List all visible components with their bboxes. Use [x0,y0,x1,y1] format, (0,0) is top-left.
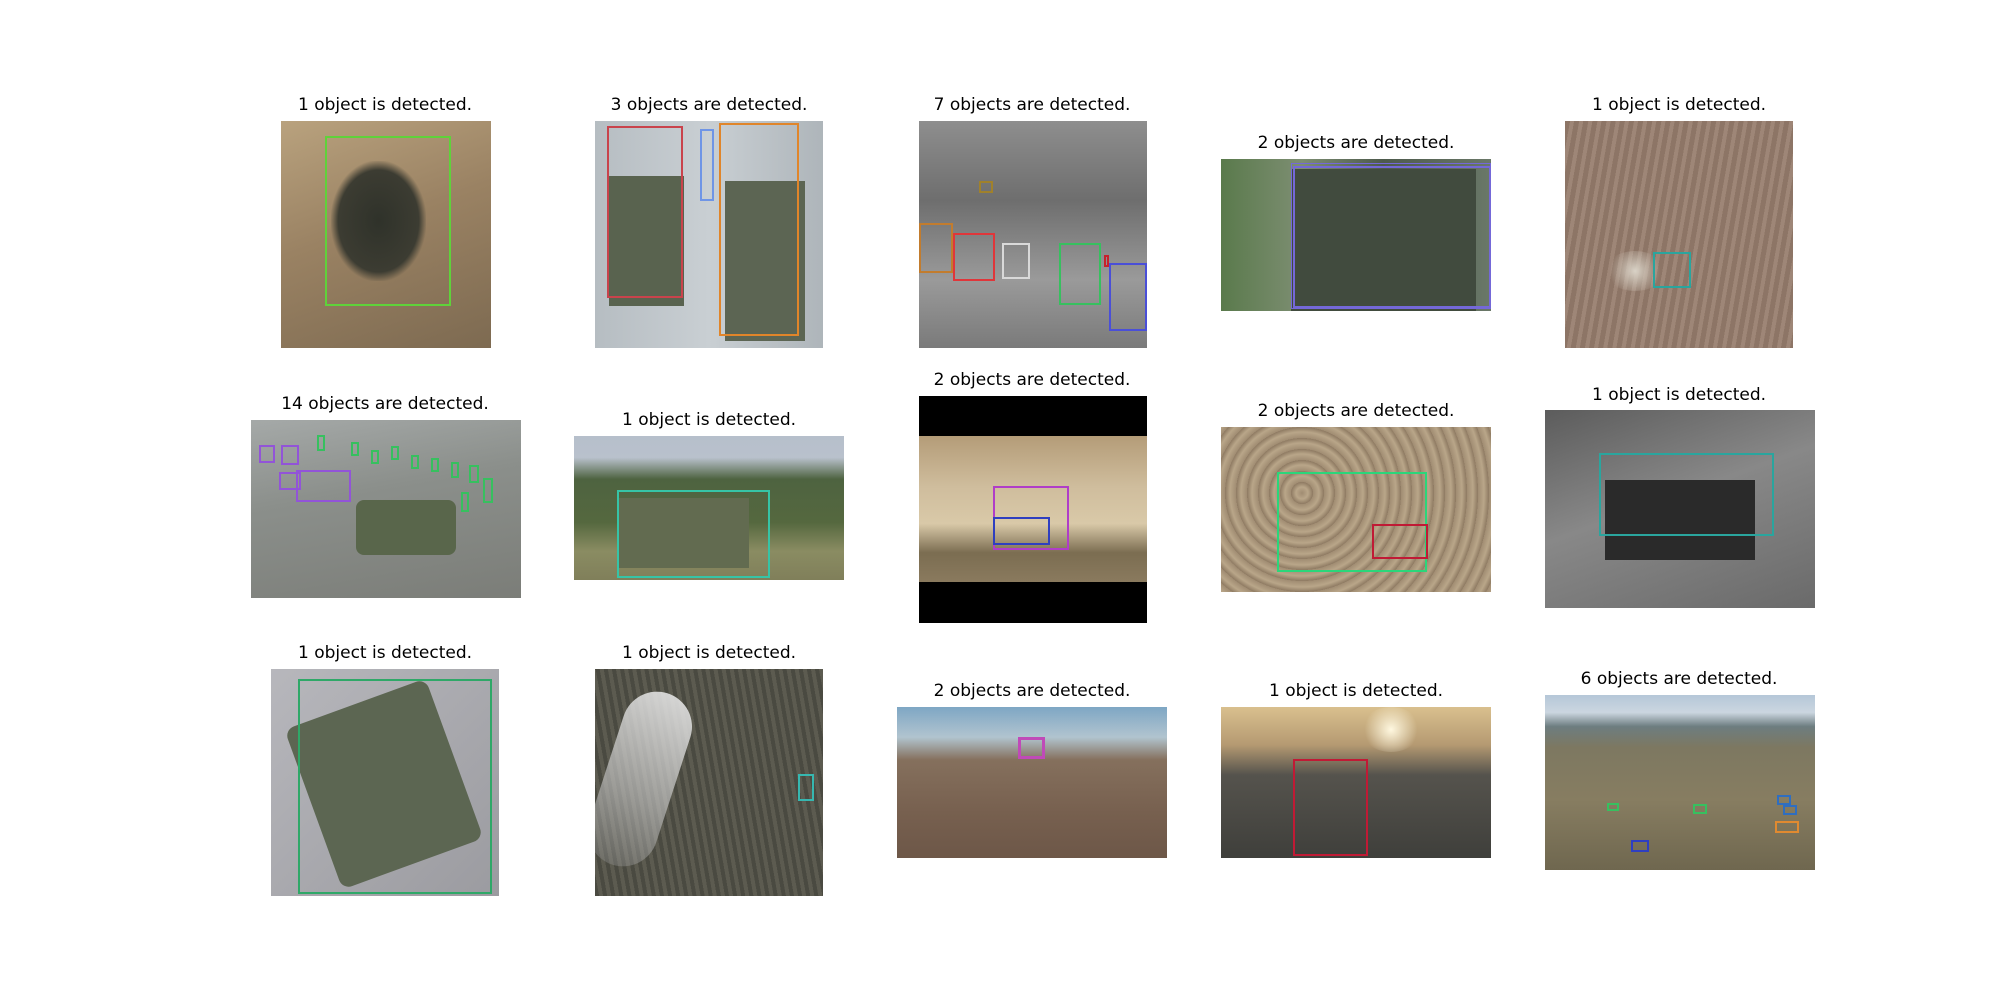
panel-caption: 1 object is detected. [1268,681,1444,701]
detection-box [298,679,492,894]
detection-box [1693,804,1707,814]
panel-caption: 3 objects are detected. [610,95,808,115]
detection-image [897,707,1167,858]
detection-box [1293,759,1368,856]
detection-box [798,774,814,801]
panel-caption: 1 object is detected. [1591,95,1767,115]
detection-box [411,455,419,469]
detection-box [469,465,479,483]
detection-box [259,445,275,463]
panel-caption: 7 objects are detected. [933,95,1131,115]
panel-caption: 1 object is detected. [621,410,797,430]
detection-image [595,669,823,896]
detection-image [1565,121,1793,348]
panel-caption: 2 objects are detected. [1257,401,1455,421]
detection-image [1221,159,1491,311]
detection-box [1775,821,1799,833]
detection-box [700,129,714,201]
detection-image [281,121,491,348]
detection-image [271,669,499,896]
detection-box [607,126,683,298]
detection-box [1020,739,1043,757]
detection-image [919,396,1147,623]
detection-box [979,181,993,193]
detection-image [574,436,844,580]
panel-caption: 1 object is detected. [297,95,473,115]
detection-box [351,442,359,456]
detection-box [1783,805,1797,815]
detection-box [953,233,995,281]
detection-box [391,446,399,460]
detection-image [1221,427,1491,592]
detection-box [1109,263,1147,331]
detection-image [1221,707,1491,858]
detection-box [371,450,379,464]
detection-image [1545,410,1815,608]
detection-box [1777,795,1791,805]
detection-box [483,478,493,503]
detection-image [919,121,1147,348]
detection-image [1545,695,1815,870]
detection-box [1653,252,1691,288]
panel-caption: 14 objects are detected. [281,394,489,414]
detection-image [595,121,823,348]
detection-box [719,123,799,336]
detection-box [993,517,1050,545]
detection-box [317,435,325,451]
detection-box [451,462,459,478]
detection-box [1291,163,1491,309]
detection-box [617,490,770,578]
detection-box [1372,524,1428,559]
panel-caption: 6 objects are detected. [1580,669,1778,689]
detection-image [251,420,521,598]
detection-box [281,445,299,465]
panel-caption: 2 objects are detected. [1257,133,1455,153]
detection-box [919,223,953,273]
panel-caption: 1 object is detected. [1591,385,1767,405]
panel-caption: 1 object is detected. [621,643,797,663]
panel-caption: 2 objects are detected. [933,681,1131,701]
detection-box [1631,840,1649,852]
detection-box [1607,803,1619,811]
detection-box [325,136,451,306]
detection-box [296,470,351,502]
detection-box [1104,255,1109,267]
detection-box [279,472,301,490]
detection-box [1277,472,1427,572]
detection-box [1002,243,1030,279]
detection-box [431,458,439,472]
panel-caption: 2 objects are detected. [933,370,1131,390]
detection-box [1599,453,1774,536]
detection-box [1059,243,1101,305]
detection-box [461,492,469,512]
detection-box [1018,737,1045,759]
panel-caption: 1 object is detected. [297,643,473,663]
